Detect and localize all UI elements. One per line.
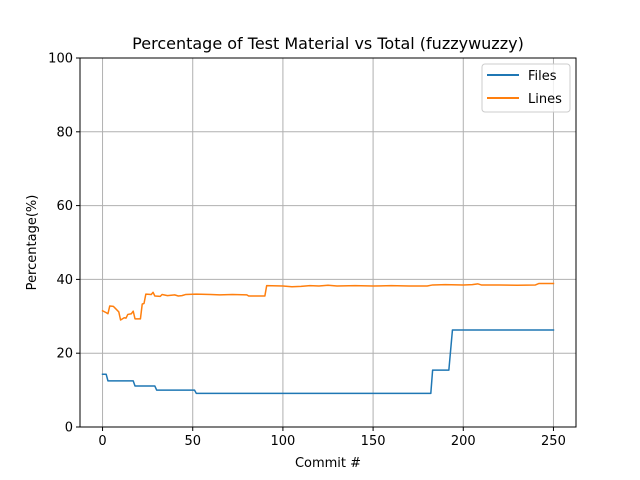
y-tick-label: 20 xyxy=(56,347,73,362)
x-tick-label: 100 xyxy=(270,434,295,449)
series-line-lines xyxy=(101,282,555,321)
series-line-files xyxy=(101,329,555,395)
y-tick-label: 40 xyxy=(56,273,73,288)
grid xyxy=(80,57,576,428)
y-tick-label: 60 xyxy=(56,199,73,214)
y-tick-label: 0 xyxy=(65,421,73,436)
legend: Files Lines xyxy=(481,63,571,113)
x-tick-label: 0 xyxy=(98,434,106,449)
x-axis-label: Commit # xyxy=(295,456,361,471)
legend-label-files: Files xyxy=(528,69,557,84)
y-axis: 0 20 40 60 80 100 xyxy=(48,52,80,436)
x-tick-label: 250 xyxy=(541,434,566,449)
x-tick-label: 200 xyxy=(451,434,476,449)
chart-title: Percentage of Test Material vs Total (fu… xyxy=(132,34,524,53)
y-tick-label: 80 xyxy=(56,125,73,140)
series-layer xyxy=(101,282,555,395)
y-axis-label: Percentage(%) xyxy=(25,195,40,291)
x-tick-label: 150 xyxy=(361,434,386,449)
x-axis: 0 50 100 150 200 250 xyxy=(98,427,566,449)
y-tick-label: 100 xyxy=(48,52,73,67)
x-tick-label: 50 xyxy=(184,434,201,449)
legend-label-lines: Lines xyxy=(528,92,562,107)
plot-frame xyxy=(79,57,577,428)
